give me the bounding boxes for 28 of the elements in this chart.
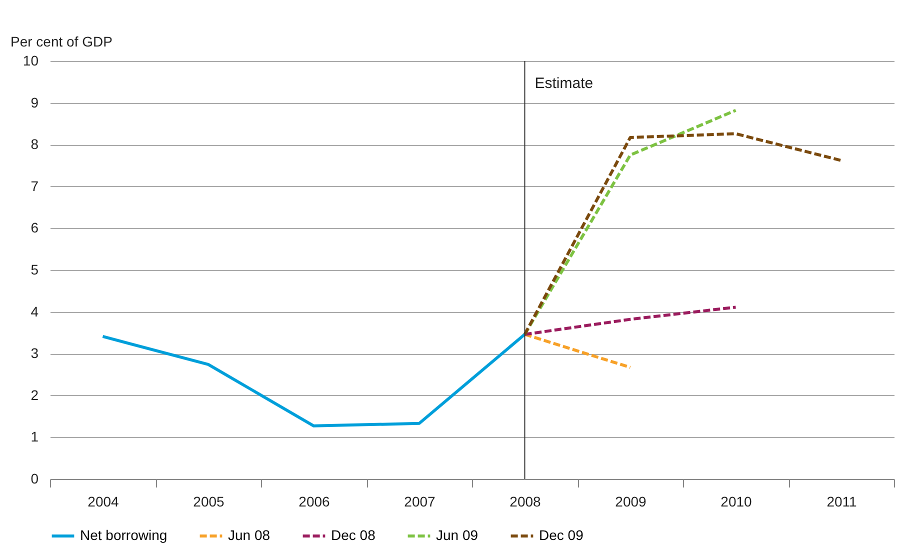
x-tick-label: 2006 <box>298 494 330 510</box>
legend-label: Dec 09 <box>539 527 584 543</box>
x-tick-label: 2011 <box>826 494 858 510</box>
legend-label: Jun 09 <box>436 527 478 543</box>
y-tick-label: 2 <box>30 386 39 403</box>
x-tick-label: 2008 <box>510 494 542 510</box>
ref-line-label: Estimate <box>534 75 594 92</box>
y-tick-label: 9 <box>30 94 39 110</box>
legend-label: Net borrowing <box>80 527 168 543</box>
line-series <box>523 132 843 336</box>
y-tick-label: 7 <box>30 178 39 194</box>
y-tick-label: 6 <box>30 220 39 236</box>
y-tick-label: 0 <box>30 470 39 486</box>
x-tick-label: 2004 <box>88 494 120 510</box>
y-tick-label: 3 <box>30 345 39 362</box>
y-tick-label: 1 <box>30 428 39 445</box>
y-tick-label: 4 <box>30 303 39 320</box>
x-tick-label: 2007 <box>404 494 436 510</box>
legend-label: Jun 08 <box>228 527 270 543</box>
x-tick-label: 2010 <box>720 494 752 510</box>
x-tick-label: 2005 <box>193 494 225 510</box>
y-tick-label: 5 <box>30 262 39 278</box>
x-tick-label: 2009 <box>615 494 647 510</box>
y-tick-label: 8 <box>30 136 39 152</box>
line-series <box>101 332 526 428</box>
legend-label: Dec 08 <box>331 527 376 543</box>
y-axis-title: Per cent of GDP <box>10 34 112 50</box>
y-tick-label: 10 <box>22 52 39 68</box>
